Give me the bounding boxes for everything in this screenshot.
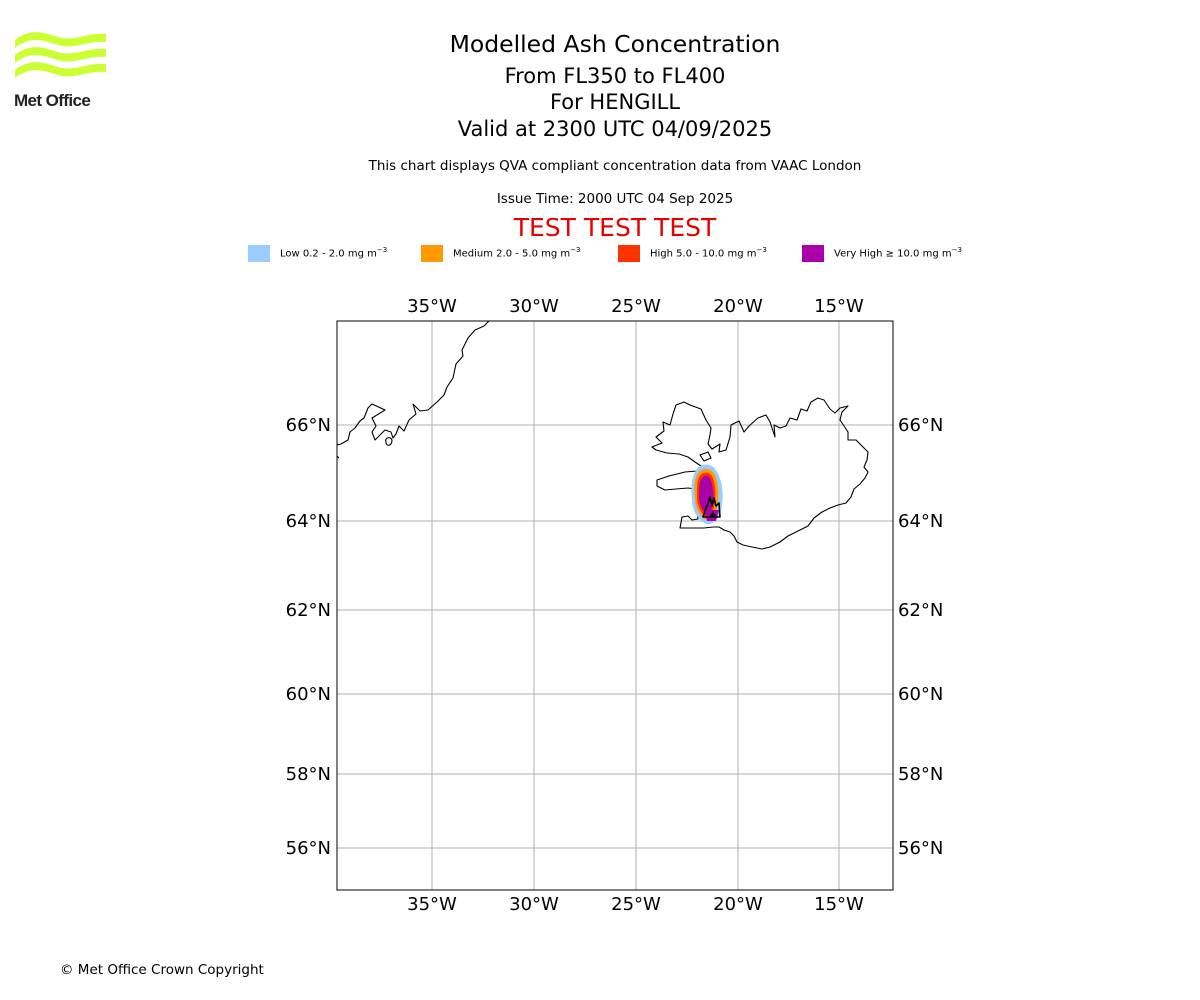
legend-label-high: High 5.0 - 10.0 mg m−3	[650, 246, 767, 260]
ash-very-high-contour	[699, 475, 714, 514]
tick-lat-left-56n: 56°N	[286, 838, 331, 859]
greenland-coastline	[337, 321, 490, 446]
legend-swatch-medium	[421, 245, 443, 262]
tick-lon-top-15w: 15°W	[814, 296, 864, 317]
lat-ticks-right: 66°N 64°N 62°N 60°N 58°N 56°N	[898, 415, 943, 859]
tick-lon-bottom-35w: 35°W	[407, 894, 457, 915]
tick-lat-right-66n: 66°N	[898, 415, 943, 436]
tick-lat-left-64n: 64°N	[286, 511, 331, 532]
legend-swatch-low	[248, 245, 270, 262]
tick-lon-top-25w: 25°W	[611, 296, 661, 317]
legend-swatch-very-high	[802, 245, 824, 262]
iceland-fjord	[699, 451, 712, 462]
map-frame	[336, 320, 894, 891]
chart-description: This chart displays QVA compliant concen…	[368, 158, 862, 174]
lon-ticks-bottom: 35°W 30°W 25°W 20°W 15°W	[407, 894, 864, 915]
issue-time: Issue Time: 2000 UTC 04 Sep 2025	[496, 191, 734, 207]
tick-lon-bottom-25w: 25°W	[611, 894, 661, 915]
tick-lat-left-62n: 62°N	[286, 600, 331, 621]
tick-lon-bottom-20w: 20°W	[713, 894, 763, 915]
lon-ticks-top: 35°W 30°W 25°W 20°W 15°W	[407, 296, 864, 317]
test-banner: TEST TEST TEST	[513, 213, 717, 242]
chart-title: Modelled Ash Concentration	[449, 30, 781, 58]
ash-cloud	[691, 464, 723, 525]
flight-level-range: From FL350 to FL400	[504, 64, 726, 88]
tick-lat-right-64n: 64°N	[898, 511, 943, 532]
logo-text: Met Office	[14, 91, 91, 110]
greenland-islet	[385, 437, 393, 446]
volcano-name: For HENGILL	[549, 90, 681, 114]
lat-ticks-left: 66°N 64°N 62°N 60°N 58°N 56°N	[286, 415, 331, 859]
valid-time: Valid at 2300 UTC 04/09/2025	[457, 117, 773, 141]
volcano-marker	[710, 511, 716, 516]
tick-lat-right-58n: 58°N	[898, 764, 943, 785]
legend-swatch-high	[618, 245, 640, 262]
met-office-logo	[15, 32, 106, 78]
legend-label-medium: Medium 2.0 - 5.0 mg m−3	[453, 246, 581, 260]
tick-lat-left-58n: 58°N	[286, 764, 331, 785]
copyright-notice: © Met Office Crown Copyright	[60, 962, 264, 978]
tick-lon-bottom-15w: 15°W	[814, 894, 864, 915]
tick-lat-left-66n: 66°N	[286, 415, 331, 436]
tick-lat-right-56n: 56°N	[898, 838, 943, 859]
tick-lon-bottom-30w: 30°W	[509, 894, 559, 915]
iceland-coastline	[651, 397, 869, 550]
tick-lat-right-62n: 62°N	[898, 600, 943, 621]
graticule	[337, 321, 893, 890]
legend-label-very-high: Very High ≥ 10.0 mg m−3	[834, 246, 962, 260]
ash-core-outline	[702, 496, 721, 518]
legend-label-low: Low 0.2 - 2.0 mg m−3	[280, 246, 388, 260]
tick-lat-left-60n: 60°N	[286, 684, 331, 705]
tick-lon-top-30w: 30°W	[509, 296, 559, 317]
tick-lon-top-20w: 20°W	[713, 296, 763, 317]
tick-lat-right-60n: 60°N	[898, 684, 943, 705]
tick-lon-top-35w: 35°W	[407, 296, 457, 317]
